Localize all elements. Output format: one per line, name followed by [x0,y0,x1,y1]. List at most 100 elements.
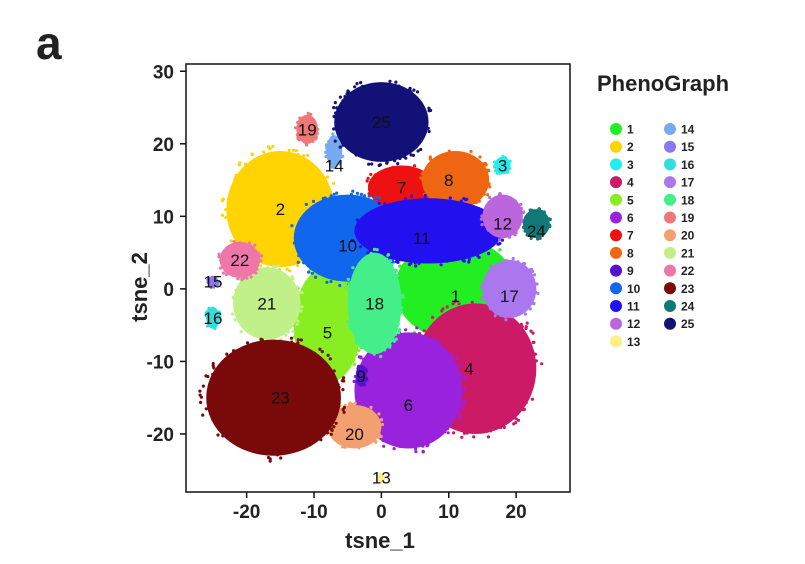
legend-label: 20 [681,229,695,243]
cluster-11-point [398,258,402,262]
cluster-12-point [498,193,502,197]
cluster-17-point [485,280,489,284]
cluster-18-point [400,306,404,310]
cluster-label-19: 19 [298,120,317,139]
cluster-12-point [505,196,510,200]
cluster-22-point [242,276,246,280]
cluster-11-point [448,199,452,204]
legend-item-2: 2 [610,140,634,154]
cluster-25 [332,79,433,168]
cluster-17-point [523,312,528,316]
cluster-10-point [339,197,343,201]
cluster-10-point [298,249,303,253]
cluster-22-point [217,252,221,256]
cluster-4-point [462,305,466,309]
cluster-18-body [347,252,402,355]
cluster-18-point [394,337,398,341]
cluster-18-point [348,324,352,328]
cluster-4-point [525,352,530,356]
cluster-22-point [232,273,236,277]
cluster-17-point [498,260,502,264]
cluster-6-point [450,369,454,373]
cluster-14-point [324,155,328,159]
legend-label: 23 [681,282,695,296]
cluster-21-point [291,313,295,317]
cluster-11-point [427,198,431,202]
cluster-3-point [507,167,511,171]
cluster-8-point [487,182,491,186]
cluster-11-point [367,240,371,244]
cluster-22 [217,240,264,282]
cluster-18-point [349,289,353,293]
cluster-2-point [285,267,289,271]
cluster-24-point [540,210,544,214]
cluster-2-point [224,216,228,220]
cluster-8-point [454,151,458,155]
cluster-18-point [396,298,400,303]
cluster-11-point [431,198,435,202]
legend-item-1: 1 [610,123,634,137]
cluster-4-point [519,330,523,334]
cluster-18-point [388,259,392,263]
cluster-11-point [471,250,476,254]
cluster-23-point [318,358,323,362]
cluster-25-point [396,162,400,166]
cluster-17-point [518,265,522,269]
cluster-8-point [469,149,473,154]
cluster-5-point [354,352,358,356]
legend-item-20: 20 [664,229,695,243]
cluster-6-point [446,423,450,427]
cluster-21-point [300,305,304,309]
cluster-2-point [315,172,320,176]
cluster-25-point [332,114,336,118]
cluster-3-point [493,165,497,169]
cluster-12-point [488,195,492,199]
cluster-11-point [383,202,387,206]
cluster-7-point [372,179,376,183]
cluster-6-point [357,392,361,396]
legend-item-19: 19 [664,211,695,225]
cluster-17-point [501,312,505,317]
cluster-23-point [299,338,303,342]
cluster-11-point [360,219,364,224]
legend-label: 4 [627,176,634,190]
cluster-6-point [414,450,418,454]
cluster-23-point [212,366,216,370]
legend-swatch [664,229,676,242]
cluster-4-point [514,417,518,421]
cluster-23-point [225,352,229,356]
cluster-23-point [256,447,260,452]
cluster-11-point [422,257,426,262]
cluster-21-point [270,271,274,275]
cluster-7-body [367,165,436,210]
cluster-11-point [477,211,481,216]
cluster-10-point [374,195,378,199]
cluster-4-point [465,423,469,427]
cluster-21-point [274,272,278,276]
cluster-23-point [199,395,203,399]
cluster-25-point [332,127,336,131]
legend-item-8: 8 [610,246,634,260]
cluster-8-point [425,172,429,176]
cluster-21-point [276,264,280,268]
cluster-19-point [296,120,300,125]
cluster-18-point [379,260,383,264]
cluster-4-point [473,310,477,314]
cluster-23-point [335,394,339,398]
cluster-5-point [345,367,349,371]
cluster-2-point [270,259,274,263]
cluster-6-point [452,393,457,397]
legend-swatch [664,317,676,330]
cluster-20-point [375,418,379,422]
cluster-22-point [249,275,253,279]
cluster-label-8: 8 [444,171,453,190]
cluster-6-point [457,410,461,414]
cluster-5-point [313,278,317,282]
cluster-23-point [341,388,345,392]
cluster-6-point [436,339,440,343]
cluster-19-point [305,143,309,147]
cluster-18-point [379,355,383,359]
cluster-22-point [248,244,252,248]
cluster-10-point [335,191,339,195]
cluster-18-point [371,345,375,350]
